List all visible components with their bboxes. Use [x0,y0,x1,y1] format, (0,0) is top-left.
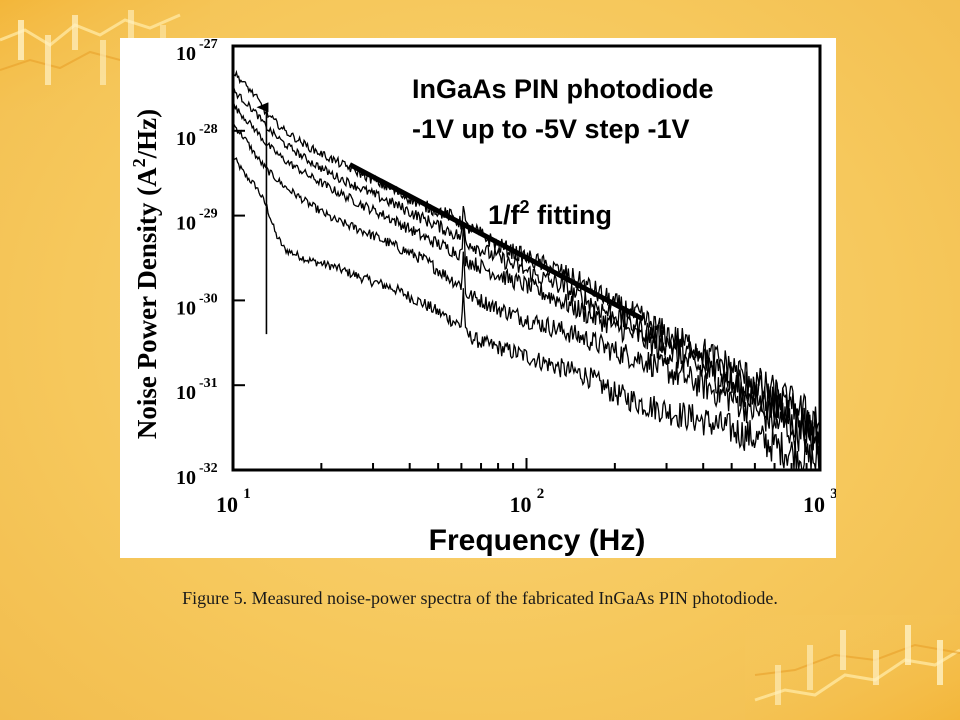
figure-caption: Figure 5. Measured noise-power spectra o… [182,588,778,608]
x-tick-label: 10 [216,492,238,517]
x-tick-label: 10 [803,492,825,517]
series-line-1 [232,155,821,471]
frame-layer [231,44,822,472]
y-tick-exponent: -27 [199,38,218,52]
x-tick-exponent: 3 [830,486,836,502]
fit-layer [256,102,645,335]
y-tick-label: 10 [176,382,196,404]
annotation-bias: -1V up to -5V step -1V [412,114,690,144]
series-line-5 [232,69,821,437]
series-line-4 [232,86,821,449]
y-tick-label: 10 [176,213,196,235]
y-tick-label: 10 [176,128,196,150]
y-tick-exponent: -29 [199,207,218,222]
fit-line [348,162,645,322]
x-tick-exponent: 2 [537,486,545,502]
y-tick-exponent: -31 [199,376,218,391]
y-tick-exponent: -30 [199,291,218,306]
x-tick-label: 10 [510,492,532,517]
x-axis-label: Frequency (Hz) [429,524,646,557]
y-tick-label: 10 [176,467,196,489]
figure-panel: 10 1 10 2 10 3 10 -27 10 -28 10 -29 10 -30 10 -31 10 -32 F… [120,38,836,558]
y-tick-exponent: -32 [199,461,218,476]
y-tick-label: 10 [176,43,196,65]
series-layer [232,69,821,471]
y-tick-label: 10 [176,297,196,319]
x-tick-exponent: 1 [243,486,251,502]
bottom-right-chart-decoration [745,615,960,720]
series-line-2 [232,123,821,462]
y-tick-exponent: -28 [199,122,218,137]
fit-label: 1/f2 fitting [488,197,612,230]
annotation-title: InGaAs PIN photodiode [412,74,714,104]
y-axis-label: Noise Power Density (A2/Hz) [129,109,162,439]
